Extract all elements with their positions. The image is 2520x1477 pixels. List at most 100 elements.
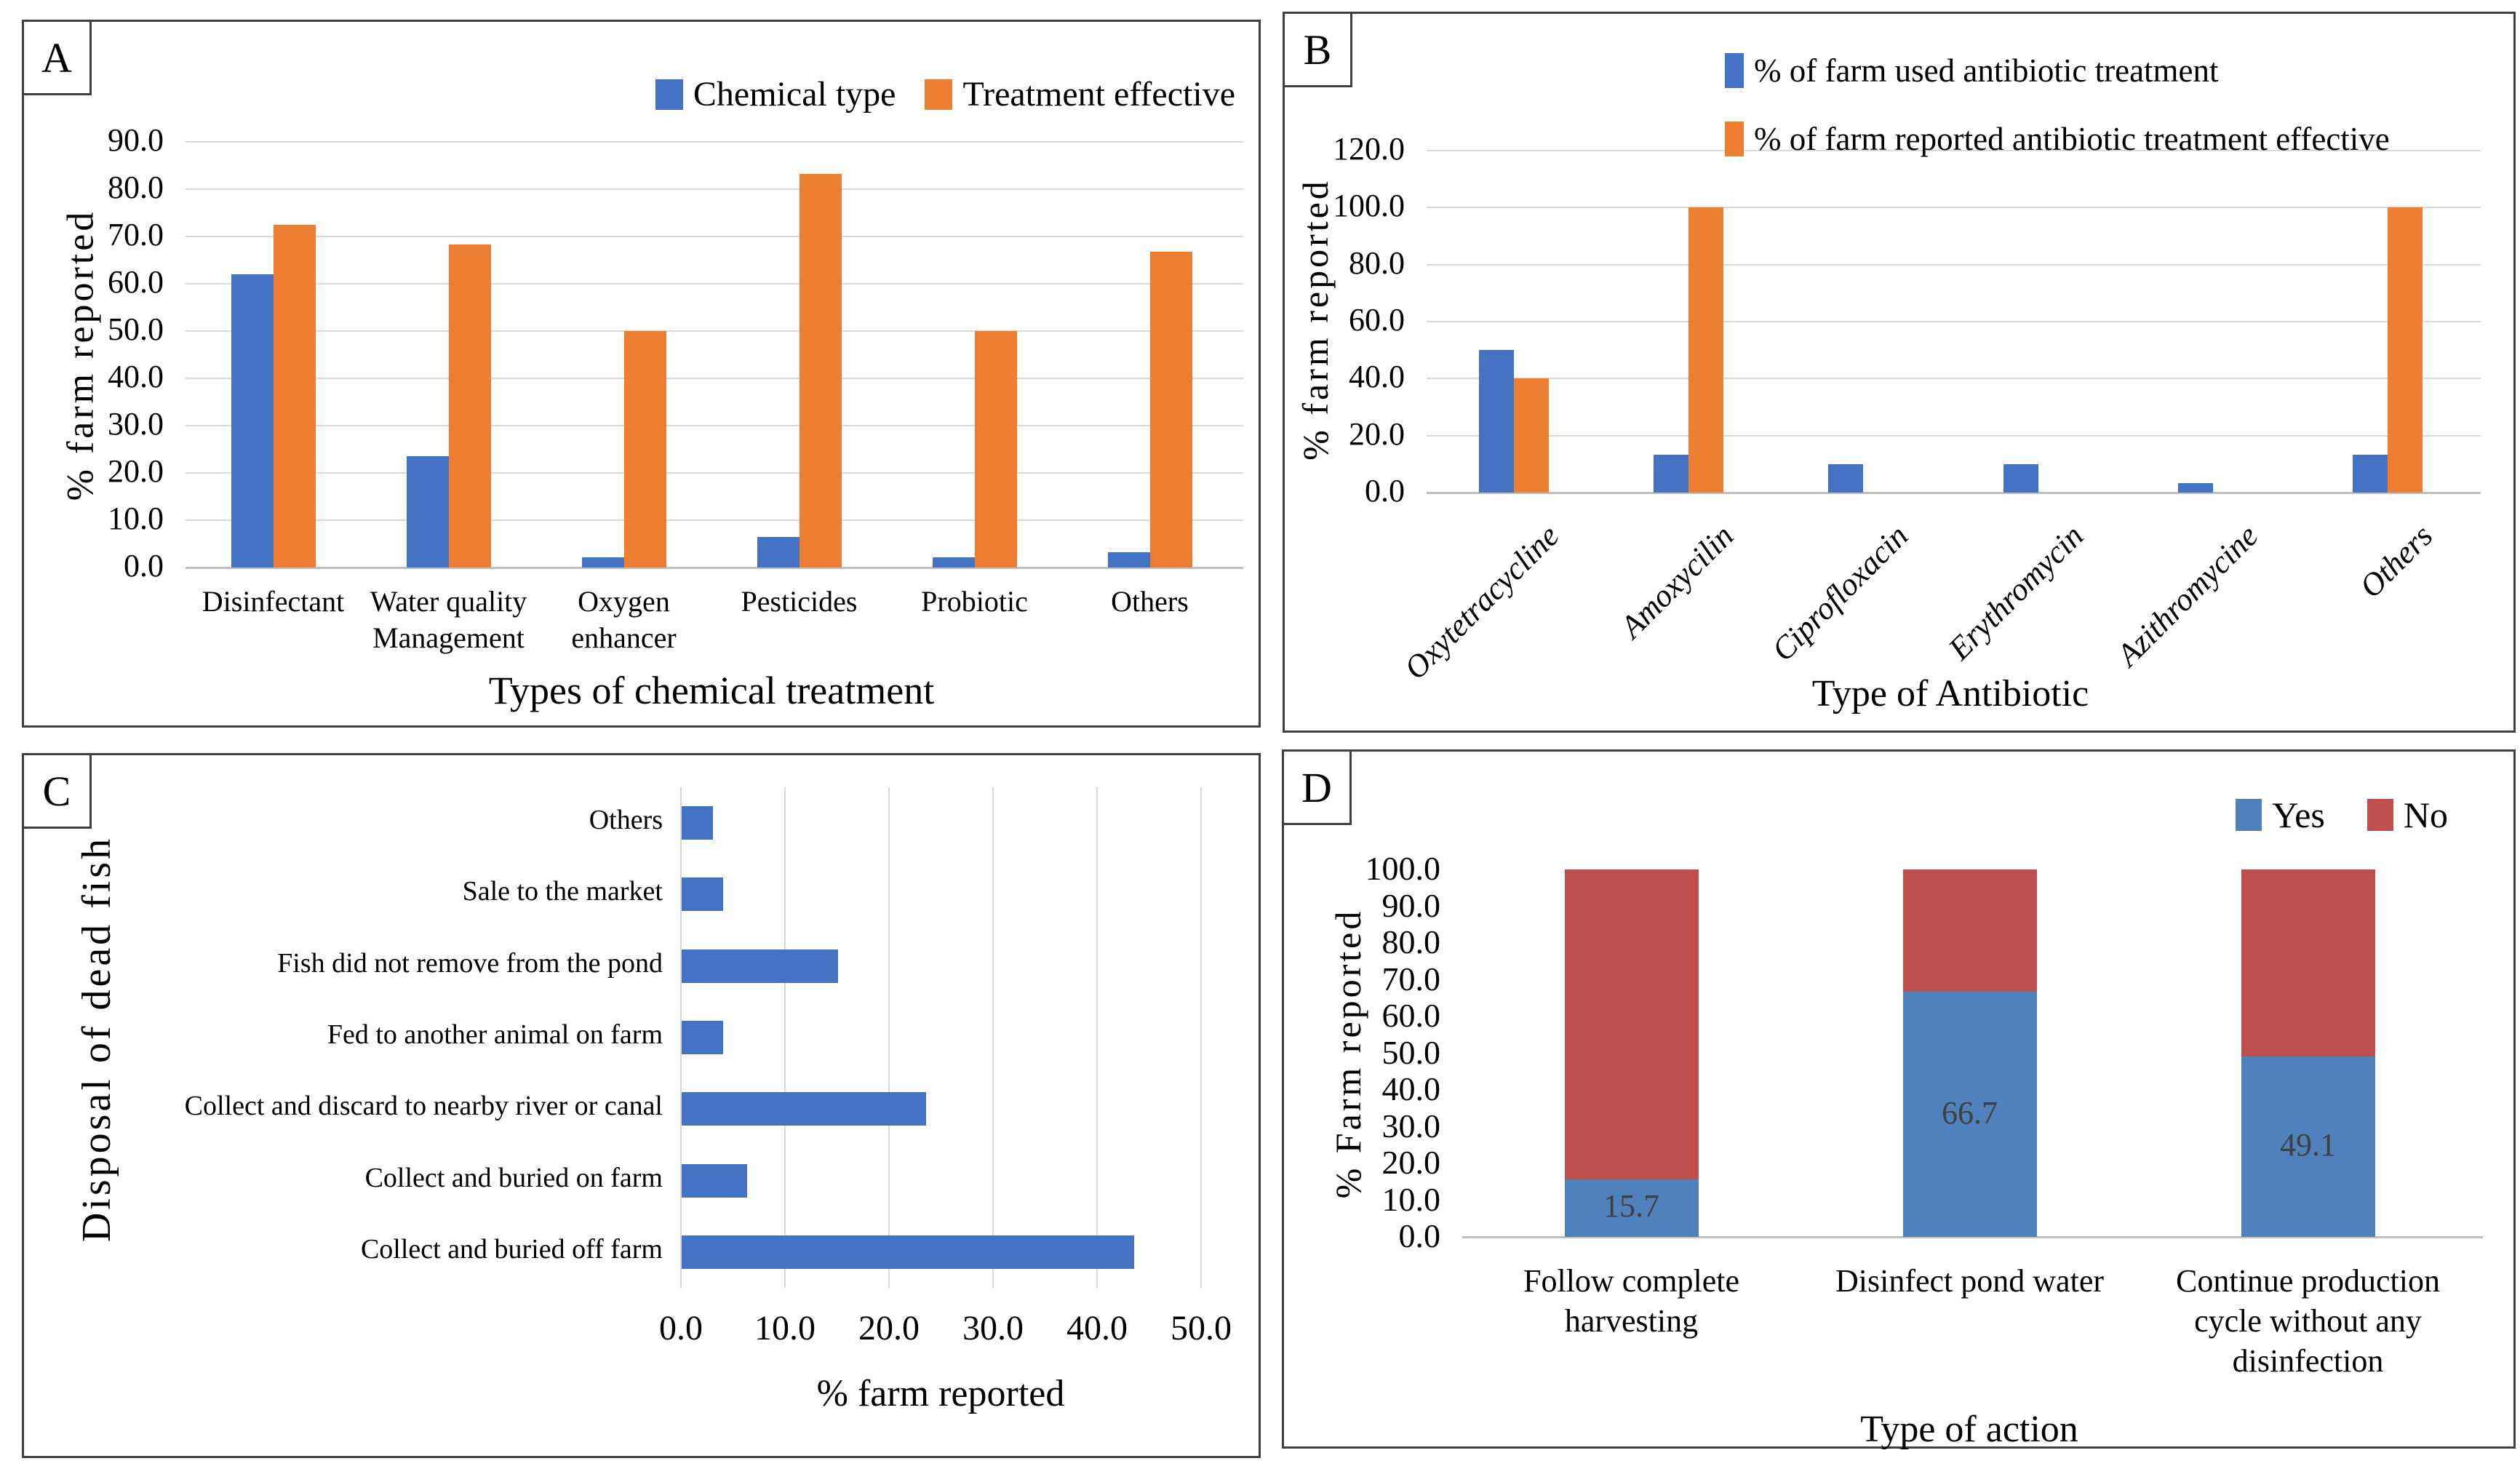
- y-tick-label: 80.0: [108, 170, 164, 205]
- bar-treatment-effective-5: [1149, 252, 1192, 568]
- gridline: [784, 787, 786, 1288]
- x-category-label-4: Probiotic: [921, 585, 1028, 618]
- gridline: [186, 472, 1243, 474]
- bar--of-farm-used-antibiotic-treatment-0: [1479, 350, 1515, 493]
- legend-label: % of farm reported antibiotic treatment …: [1754, 121, 2390, 157]
- y-tick-label: 70.0: [108, 217, 164, 252]
- x-category-label-1: Amoxycilin: [1614, 517, 1741, 645]
- legend-label: No: [2403, 795, 2448, 835]
- y-tick-label: 0.0: [124, 548, 164, 584]
- x-axis-line: [1462, 1236, 2483, 1238]
- bar--of-farm-reported-antibiotic-treatment-effective-5: [2387, 207, 2423, 493]
- bar--of-farm-used-antibiotic-treatment-5: [2352, 454, 2388, 493]
- gridline: [1200, 787, 1202, 1288]
- legend-marker-red: [2367, 799, 2393, 831]
- panel-a-x-axis-title: Types of chemical treatment: [488, 669, 935, 712]
- x-tick-label: 30.0: [962, 1309, 1024, 1347]
- y-tick-label: 120.0: [1333, 131, 1405, 167]
- bar-no-0: [1564, 869, 1699, 1179]
- panel-label-a: A: [22, 20, 92, 95]
- bar-collect-and-buried-off-farm: [682, 1235, 1135, 1269]
- x-category-label-0: Oxytetracycline: [1397, 517, 1566, 687]
- gridline: [1427, 263, 2481, 266]
- x-category-label-2: Continue production cycle without any di…: [2176, 1263, 2440, 1379]
- y-tick-label: 60.0: [1381, 997, 1441, 1034]
- bar-value-label-0: 15.7: [1603, 1188, 1659, 1225]
- y-tick-label: 40.0: [1381, 1070, 1441, 1107]
- x-category-label-2: Ciprofloxacin: [1765, 517, 1915, 669]
- y-category-label-5: Collect and buried on farm: [364, 1162, 663, 1193]
- bar-chemical-type-4: [932, 557, 975, 568]
- panel-a-y-axis-title: % farm reported: [60, 209, 102, 501]
- y-tick-label: 30.0: [108, 406, 164, 442]
- x-category-label-0: Follow complete harvesting: [1523, 1263, 1739, 1339]
- gridline: [1096, 787, 1098, 1288]
- legend-marker-blue: [1725, 53, 1744, 88]
- panel-b-y-axis-title: % farm reported: [1295, 178, 1336, 461]
- legend-marker-blue_d: [2236, 799, 2262, 831]
- y-tick-label: 60.0: [1349, 302, 1405, 338]
- legend-label: % of farm used antibiotic treatment: [1754, 52, 2219, 89]
- gridline: [186, 378, 1243, 379]
- bar-yes-1: [1902, 992, 2037, 1237]
- bar-value-label-1: 66.7: [1942, 1094, 1998, 1131]
- y-tick-label: 70.0: [1381, 960, 1441, 998]
- gridline: [186, 141, 1243, 143]
- chart-a-grouped-bars: 0.0 10.0 20.0 30.0 40.0 50.0 60.0 70.0 80.0 90.0 D…: [24, 22, 1259, 725]
- y-tick-label: 20.0: [108, 453, 164, 489]
- panel-c-x-axis-title: % farm reported: [816, 1373, 1065, 1414]
- gridline: [186, 236, 1243, 237]
- bar-chemical-type-0: [231, 274, 274, 568]
- y-tick-label: 40.0: [108, 359, 164, 394]
- gridline: [186, 330, 1243, 332]
- legend-item-no: No: [2367, 794, 2448, 836]
- bar--of-farm-reported-antibiotic-treatment-effective-0: [1514, 378, 1550, 493]
- y-tick-label: 10.0: [108, 501, 164, 536]
- y-category-label-0: Others: [589, 805, 663, 836]
- gridline: [992, 787, 994, 1288]
- legend-b: % of farm used antibiotic treatment % of …: [1725, 52, 2390, 158]
- panel-label-c: C: [22, 753, 92, 829]
- y-tick-label: 30.0: [1381, 1107, 1441, 1144]
- legend-marker-orange: [925, 79, 953, 110]
- x-category-label-0: Disinfectant: [202, 585, 345, 618]
- legend-item-yes: Yes: [2236, 794, 2325, 836]
- bar--of-farm-used-antibiotic-treatment-4: [2177, 483, 2213, 493]
- panel-d-y-axis-title: % Farm reported: [1328, 908, 1368, 1199]
- gridline: [186, 283, 1243, 284]
- bar-value-label-2: 49.1: [2280, 1127, 2336, 1163]
- x-tick-label: 20.0: [858, 1309, 920, 1347]
- bar-collect-and-discard-to-nearby-river-or-canal: [682, 1092, 927, 1126]
- x-tick-label: 0.0: [659, 1309, 703, 1347]
- gridline: [1427, 378, 2481, 380]
- bar-treatment-effective-0: [273, 224, 316, 568]
- bar--of-farm-used-antibiotic-treatment-3: [2003, 463, 2038, 493]
- gridline: [1427, 321, 2481, 322]
- y-tick-label: 90.0: [108, 122, 164, 158]
- chart-d-stacked-bars: 0.0 10.0 20.0 30.0 40.0 50.0 60.0 70.0 80.0 90.0 1…: [1284, 752, 2513, 1446]
- bar--of-farm-used-antibiotic-treatment-2: [1828, 463, 1864, 493]
- bar-chemical-type-5: [1107, 552, 1150, 568]
- bar-treatment-effective-4: [974, 331, 1017, 568]
- panel-a-chemical-treatment-chart: A Chemical type Treatment effective 0.0 10…: [22, 20, 1261, 728]
- gridline: [186, 188, 1243, 190]
- bar-no-1: [1902, 869, 2037, 992]
- legend-label: Treatment effective: [962, 75, 1235, 114]
- x-tick-label: 50.0: [1171, 1309, 1232, 1347]
- legend-marker-blue: [655, 79, 683, 110]
- legend-item--of-farm-used-antibiotic-treatment: % of farm used antibiotic treatment: [1725, 52, 2390, 89]
- legend-item-treatment-effective: Treatment effective: [925, 74, 1235, 114]
- x-axis-line: [1427, 492, 2481, 494]
- x-tick-label: 40.0: [1066, 1309, 1128, 1347]
- bar-fish-did-not-remove-from-the-pond: [682, 949, 838, 983]
- bar-fed-to-another-animal-on-farm: [682, 1021, 724, 1054]
- x-category-label-3: Erythromycin: [1941, 517, 2090, 667]
- bar-yes-2: [2241, 1056, 2375, 1237]
- bar-treatment-effective-2: [623, 331, 666, 568]
- chart-b-grouped-bars: 0.0 20.0 40.0 60.0 80.0 100.0 120.0 Oxytetracyc…: [1285, 14, 2513, 730]
- bar-treatment-effective-3: [799, 173, 842, 568]
- x-category-label-4: Azithromycine: [2109, 517, 2265, 673]
- y-tick-label: 10.0: [1381, 1180, 1441, 1218]
- bar-chemical-type-3: [757, 536, 800, 568]
